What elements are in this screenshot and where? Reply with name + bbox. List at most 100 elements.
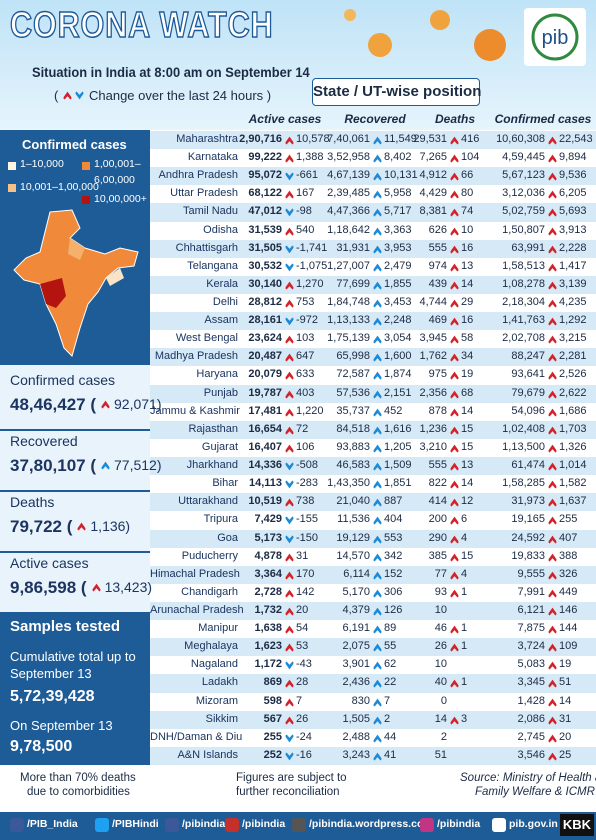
arrow-up	[450, 426, 459, 435]
cell-value: 6,191	[342, 622, 370, 635]
change-value: 4,235	[559, 296, 587, 309]
arrow-up	[548, 607, 557, 616]
arrow-up	[373, 335, 382, 344]
active-value: 2,728	[254, 585, 282, 598]
change-value: 14	[559, 694, 572, 707]
arrow-up	[373, 408, 382, 417]
change-value: 1,220	[296, 404, 324, 417]
arrow-up	[285, 353, 294, 362]
state-name: Odisha	[203, 223, 238, 236]
state-name: Uttarakhand	[178, 495, 238, 508]
arrow-up	[285, 390, 294, 399]
cell-value: 5,02,759	[502, 205, 545, 218]
arrow-down	[285, 317, 294, 326]
footer-note: due to comorbidities	[27, 786, 130, 798]
cell-value: 3,724	[517, 640, 545, 653]
summary-label: Active cases	[10, 555, 89, 571]
arrow-up	[285, 154, 294, 163]
cell-value: 4,379	[342, 603, 370, 616]
change-value: 53	[296, 640, 309, 653]
arrow-up	[373, 444, 382, 453]
change-value: 16	[461, 241, 474, 254]
title: CORONA WATCH	[9, 3, 274, 46]
arrow-up	[548, 263, 557, 272]
change-value: 25	[559, 748, 572, 761]
table-row	[150, 239, 596, 258]
arrow-up	[373, 263, 382, 272]
table-row	[150, 257, 596, 276]
arrow-up	[450, 209, 459, 217]
cell-value: 79,679	[511, 386, 545, 399]
arrow-up	[548, 535, 557, 544]
arrow-up	[373, 245, 382, 254]
cell-value: 4,912	[419, 169, 447, 182]
change-value: 1	[461, 640, 468, 653]
cell-value: 88,247	[511, 350, 545, 363]
arrow-up	[373, 643, 382, 652]
arrow-up	[373, 390, 382, 399]
arrow-up	[373, 154, 382, 163]
arrow-up	[450, 372, 459, 381]
active-value: 10,519	[248, 495, 282, 508]
summary-value: 37,80,107 (	[10, 456, 97, 475]
cell-value: 439	[428, 277, 447, 290]
arrow-up	[373, 317, 382, 326]
divider	[0, 551, 150, 553]
change-value: 5,717	[384, 205, 412, 218]
change-value: 80	[461, 187, 474, 200]
arrow-up	[285, 498, 294, 507]
arrow-up	[548, 335, 557, 344]
arrow-up	[450, 571, 459, 580]
change-note: Change over the last 24 hours )	[89, 88, 272, 103]
cell-value: 31,931	[336, 241, 370, 254]
cell-value: 1,84,748	[327, 296, 370, 309]
arrow-up	[450, 317, 459, 326]
cell-value: 93,883	[336, 440, 370, 453]
arrow-up	[548, 462, 557, 471]
change-value: 152	[384, 567, 403, 580]
footer-note: Source: Ministry of Health and	[460, 772, 596, 784]
state-name: Chandigarh	[181, 585, 238, 598]
arrow-down	[285, 208, 294, 217]
cell-value: 1,13,500	[502, 440, 545, 453]
cell-value: 290	[428, 531, 447, 544]
state-name: Manipur	[198, 622, 238, 635]
arrow-up	[285, 607, 294, 616]
cell-value: 4,744	[419, 296, 447, 309]
arrow-up	[548, 317, 557, 326]
legend-swatch	[8, 184, 16, 192]
cell-value: 4,59,445	[502, 151, 545, 164]
arrow-up	[548, 136, 557, 145]
pib-logo: pib	[524, 8, 586, 66]
change-value: 10	[461, 223, 474, 236]
arrow-up	[548, 426, 557, 435]
arrow-down	[285, 245, 294, 254]
arrow-up	[450, 154, 459, 163]
arrow-down	[285, 752, 294, 761]
cell-value: 11,536	[337, 513, 370, 526]
change-value: 7	[296, 694, 303, 707]
arrow-up	[373, 716, 382, 725]
change-value: 4	[461, 567, 468, 580]
arrow-up	[548, 734, 557, 743]
cell-value: 84,518	[336, 422, 370, 435]
change-open: (	[54, 88, 59, 103]
table-row	[150, 438, 596, 458]
change-value: 887	[384, 495, 403, 508]
change-value: 3	[461, 712, 468, 725]
table-row	[150, 348, 596, 367]
cell-value: 1,236	[419, 422, 447, 435]
change-value: 14	[461, 404, 474, 417]
state-name: Tripura	[203, 513, 238, 526]
change-value: 3,363	[384, 223, 412, 236]
social-handle: /pibindia	[182, 818, 226, 830]
arrow-up	[91, 583, 101, 592]
change-value: 404	[384, 513, 403, 526]
cell-value: 414	[428, 495, 447, 508]
change-value: 452	[384, 404, 403, 417]
active-value: 68,122	[248, 187, 282, 200]
cell-value: 1,27,007	[327, 259, 370, 272]
summary-label: Recovered	[10, 433, 78, 449]
india-map	[13, 209, 139, 357]
table-row	[150, 149, 596, 168]
